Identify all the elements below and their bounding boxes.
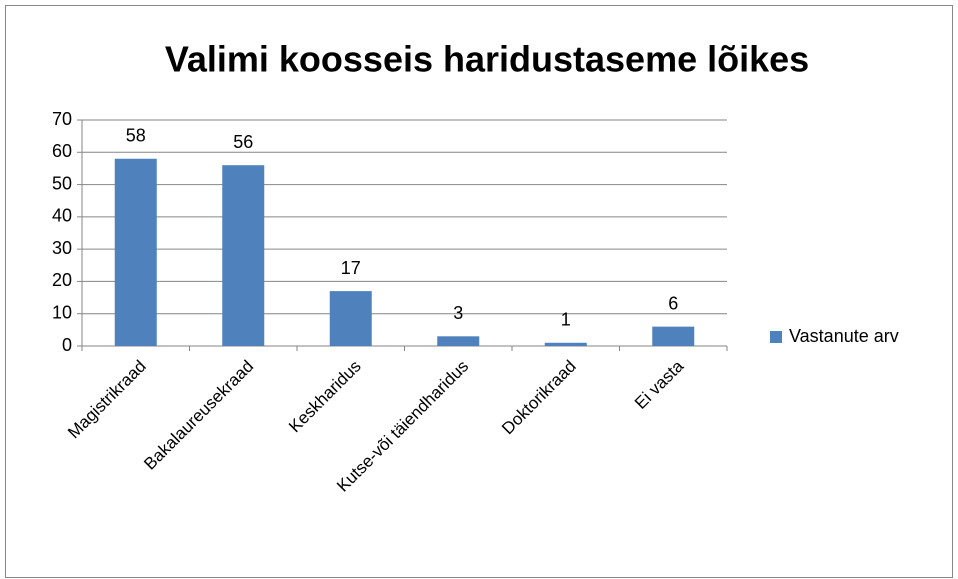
y-tick-label: 60 [52,141,72,161]
data-label: 17 [341,258,361,278]
legend-label: Vastanute arv [789,326,899,346]
bar [329,291,372,346]
y-tick-label: 0 [62,335,72,355]
data-label: 6 [668,293,678,313]
bar [222,165,265,346]
y-tick-label: 40 [52,206,72,226]
bar [437,336,480,346]
legend-swatch [770,331,782,343]
y-tick-label: 50 [52,173,72,193]
bar [544,342,587,346]
chart-title: Valimi koosseis haridustaseme lõikes [165,39,809,80]
y-tick-label: 10 [52,302,72,322]
bar [652,326,695,346]
data-label: 58 [126,125,146,145]
data-label: 1 [561,310,571,330]
y-tick-label: 30 [52,238,72,258]
data-label: 3 [453,303,463,323]
bar [114,158,157,346]
y-tick-label: 20 [52,270,72,290]
y-tick-label: 70 [52,109,72,129]
data-label: 56 [233,132,253,152]
chart-frame [5,5,953,578]
